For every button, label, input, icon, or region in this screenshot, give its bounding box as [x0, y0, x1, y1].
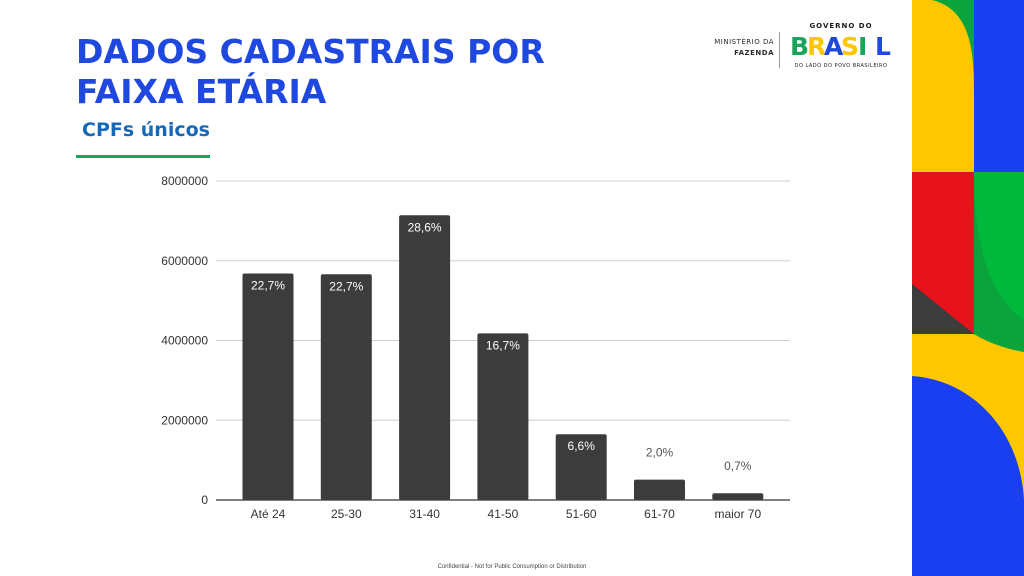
bar-61-70 [634, 479, 685, 500]
page-title: DADOS CADASTRAIS POR FAIXA ETÁRIA [76, 32, 545, 111]
logo-letter: R [807, 32, 827, 61]
data-label: 16,7% [486, 338, 520, 352]
ministry-line-1: MINISTÉRIO DA [714, 38, 774, 46]
x-tick-label: 61-70 [644, 507, 675, 521]
y-tick-label: 4000000 [161, 334, 208, 348]
deco-green-sliver [974, 334, 1024, 352]
logo-letter: A [824, 32, 844, 61]
x-tick-label: 41-50 [488, 507, 519, 521]
bar-até-24 [242, 273, 294, 500]
y-tick-label: 8000000 [161, 174, 208, 188]
bar-51-60 [555, 434, 607, 500]
ministry-logo-text: MINISTÉRIO DA FAZENDA [690, 37, 774, 59]
data-label: 2,0% [646, 446, 674, 460]
decorative-color-panel [912, 0, 1024, 576]
deco-green-arc [974, 172, 1024, 320]
confidential-footer: Confidential - Not for Public Consumptio… [437, 564, 587, 570]
logo-letter: S [841, 32, 860, 61]
x-tick-label: 51-60 [566, 507, 597, 521]
data-label: 6,6% [568, 439, 596, 453]
logo-letter: L [875, 32, 891, 61]
data-label: 22,7% [251, 279, 285, 293]
x-tick-label: 31-40 [409, 507, 440, 521]
logo-divider [779, 32, 780, 68]
bar-41-50 [477, 333, 529, 500]
y-tick-label: 6000000 [161, 254, 208, 268]
deco-gray-triangle [912, 284, 974, 334]
x-tick-label: maior 70 [714, 507, 761, 521]
data-label: 0,7% [724, 459, 752, 473]
y-tick-label: 0 [201, 493, 208, 507]
y-tick-label: 2000000 [161, 413, 208, 427]
subtitle-underline [76, 155, 210, 158]
bar-maior-70 [712, 493, 764, 500]
bar-25-30 [320, 274, 372, 500]
x-tick-label: 25-30 [331, 507, 362, 521]
logo-top-text: GOVERNO DO [809, 22, 873, 30]
ministry-line-2: FAZENDA [734, 49, 774, 57]
deco-blue-block [974, 0, 1024, 172]
bar-31-40 [399, 215, 451, 501]
page-subtitle: CPFs únicos [82, 119, 210, 141]
x-tick-label: Até 24 [251, 507, 286, 521]
data-label: 22,7% [329, 279, 363, 293]
logo-tagline: DO LADO DO POVO BRASILEIRO [794, 63, 888, 69]
deco-green-curve [932, 0, 974, 95]
logo-letter: I [858, 32, 868, 61]
deco-blue-bottom [912, 376, 1024, 576]
logo-letter: B [790, 32, 810, 61]
data-label: 28,6% [408, 220, 442, 234]
